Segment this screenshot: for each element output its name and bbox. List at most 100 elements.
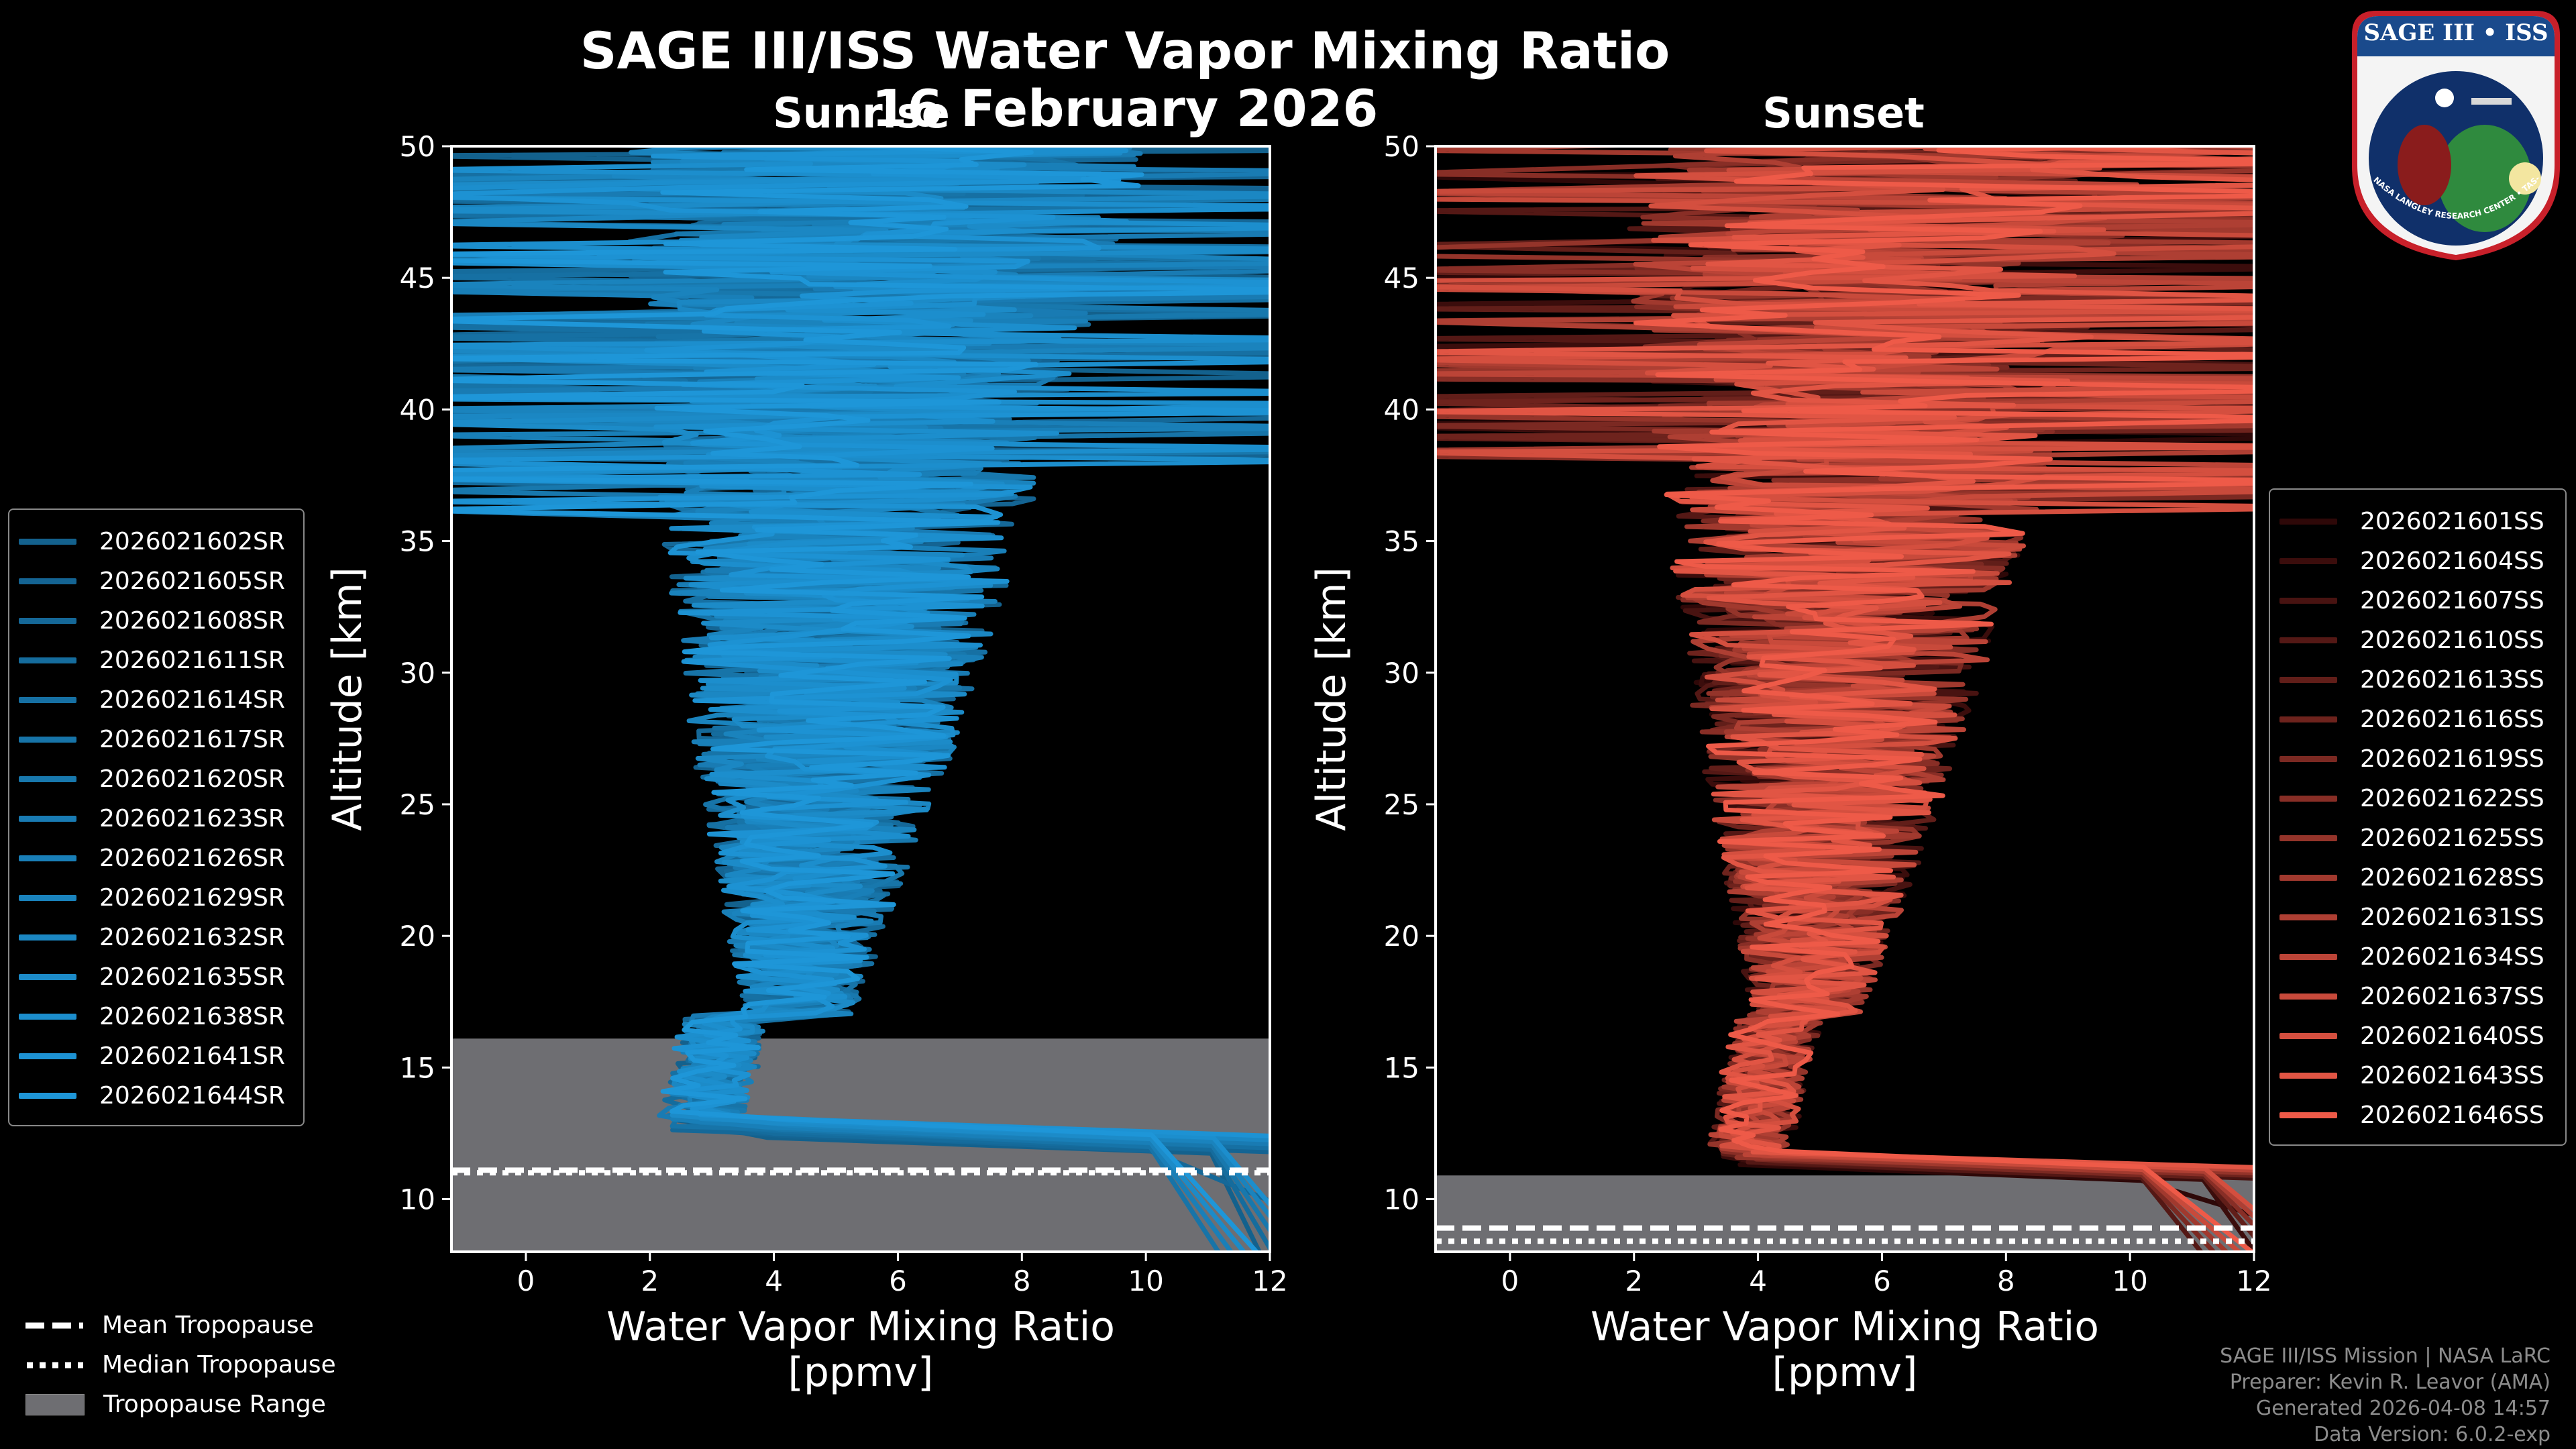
- y-tick-label: 25: [400, 788, 435, 821]
- legend-entry: 2026021605SR: [19, 561, 294, 601]
- legend-label: 2026021601SS: [2360, 508, 2544, 535]
- x-tick-label: 12: [2236, 1265, 2271, 1297]
- figure-title: SAGE III/ISS Water Vapor Mixing Ratio: [580, 21, 1670, 80]
- legend-swatch: [2279, 914, 2337, 920]
- x-tick-label: 8: [1013, 1265, 1031, 1297]
- profile-line-2026021641SR: [451, 146, 1270, 1138]
- legend-mean-tropopause: Mean Tropopause: [25, 1305, 336, 1345]
- y-axis-label: Altitude [km]: [324, 567, 371, 831]
- legend-swatch: [2279, 954, 2337, 960]
- legend-entry: 2026021614SR: [19, 680, 294, 720]
- legend-swatch: [19, 816, 76, 822]
- legend-label: 2026021616SS: [2360, 706, 2544, 733]
- y-tick-label: 35: [400, 525, 435, 558]
- y-tick-label: 45: [1384, 262, 1419, 294]
- y-tick-label: 50: [400, 130, 435, 163]
- legend-label: 2026021638SR: [99, 1003, 285, 1030]
- legend-entry: 2026021628SS: [2279, 858, 2556, 898]
- legend-entry: 2026021638SR: [19, 997, 294, 1036]
- legend-label: 2026021602SR: [99, 528, 285, 555]
- y-tick-label: 40: [400, 393, 435, 426]
- sunrise-legend: 2026021602SR 2026021605SR 2026021608SR 2026…: [8, 508, 305, 1126]
- legend-entry: 2026021616SS: [2279, 700, 2556, 739]
- legend-label: 2026021623SR: [99, 805, 285, 833]
- legend-entry: 2026021631SS: [2279, 898, 2556, 937]
- legend-entry: 2026021625SS: [2279, 818, 2556, 858]
- x-tick-label: 2: [641, 1265, 659, 1297]
- y-tick-label: 10: [400, 1183, 435, 1216]
- legend-label: 2026021617SR: [99, 726, 285, 753]
- legend-swatch: [2279, 1073, 2337, 1079]
- legend-entry: 2026021608SR: [19, 601, 294, 641]
- legend-label: 2026021644SR: [99, 1082, 285, 1110]
- legend-label: 2026021608SR: [99, 607, 285, 635]
- mean-tropopause-label: Mean Tropopause: [102, 1311, 314, 1339]
- x-tick-label: 12: [1252, 1265, 1287, 1297]
- legend-label: 2026021619SS: [2360, 745, 2544, 773]
- x-tick-label: 0: [517, 1265, 535, 1297]
- sunset-panel: 0 2 4 6 8 10 12 10 15 20 25 30 35 40 45 50 Water Vapor M…: [1308, 130, 2272, 1396]
- y-tick-label: 50: [1384, 130, 1419, 163]
- legend-swatch: [19, 1053, 76, 1059]
- y-tick-label: 20: [1384, 920, 1419, 953]
- x-tick-label: 6: [1873, 1265, 1891, 1297]
- legend-label: 2026021637SS: [2360, 983, 2544, 1010]
- credit-generated: Generated 2026-04-08 14:57: [2255, 1397, 2551, 1420]
- legend-entry: 2026021626SR: [19, 839, 294, 878]
- legend-entry: 2026021634SS: [2279, 937, 2556, 977]
- legend-swatch: [19, 934, 76, 941]
- credit-preparer: Preparer: Kevin R. Leavor (AMA): [2229, 1371, 2551, 1394]
- median-tropopause-label: Median Tropopause: [102, 1351, 336, 1379]
- legend-swatch: [2279, 716, 2337, 722]
- legend-entry: 2026021643SS: [2279, 1056, 2556, 1095]
- x-axis-unit: [ppmv]: [1772, 1349, 1918, 1396]
- profile-lines: [1436, 146, 2254, 1252]
- plot-frame: [1434, 145, 2255, 1253]
- y-tick-label: 20: [400, 920, 435, 953]
- legend-entry: 2026021646SS: [2279, 1095, 2556, 1135]
- x-tick-label: 4: [765, 1265, 783, 1297]
- legend-label: 2026021641SR: [99, 1042, 285, 1070]
- range-swatch: [25, 1393, 85, 1415]
- x-tick-label: 8: [1997, 1265, 2015, 1297]
- x-tick-label: 6: [889, 1265, 907, 1297]
- y-tick-label: 35: [1384, 525, 1419, 558]
- legend-swatch: [19, 697, 76, 703]
- plot-frame: [450, 145, 1271, 1253]
- legend-median-tropopause: Median Tropopause: [25, 1345, 336, 1385]
- x-axis-label: Water Vapor Mixing Ratio: [606, 1303, 1115, 1350]
- legend-swatch: [2279, 875, 2337, 881]
- legend-swatch: [19, 1093, 76, 1099]
- legend-entry: 2026021635SR: [19, 957, 294, 997]
- legend-label: 2026021628SS: [2360, 864, 2544, 892]
- x-tick-label: 10: [2112, 1265, 2147, 1297]
- x-tick-label: 4: [1749, 1265, 1767, 1297]
- tropopause-legend: Mean Tropopause Median Tropopause Tropop…: [25, 1305, 336, 1424]
- legend-entry: 2026021604SS: [2279, 541, 2556, 581]
- legend-entry: 2026021601SS: [2279, 502, 2556, 541]
- y-tick-label: 10: [1384, 1183, 1419, 1216]
- legend-label: 2026021646SS: [2360, 1102, 2544, 1129]
- legend-swatch: [2279, 558, 2337, 564]
- sunrise-panel: 0 2 4 6 8 10 12 10 15 20 25 30 35 40 45 50 Water Vapor M…: [324, 130, 1288, 1396]
- legend-label: 2026021625SS: [2360, 824, 2544, 852]
- legend-entry: 2026021641SR: [19, 1036, 294, 1076]
- legend-label: 2026021613SS: [2360, 666, 2544, 694]
- legend-swatch: [2279, 677, 2337, 683]
- legend-swatch: [19, 776, 76, 782]
- legend-label: 2026021635SR: [99, 963, 285, 991]
- x-axis-unit: [ppmv]: [788, 1349, 934, 1396]
- legend-entry: 2026021619SS: [2279, 739, 2556, 779]
- legend-entry: 2026021629SR: [19, 878, 294, 918]
- legend-swatch: [19, 1014, 76, 1020]
- y-tick-label: 45: [400, 262, 435, 294]
- legend-label: 2026021614SR: [99, 686, 285, 714]
- legend-label: 2026021634SS: [2360, 943, 2544, 971]
- legend-label: 2026021632SR: [99, 924, 285, 951]
- legend-entry: 2026021617SR: [19, 720, 294, 759]
- legend-swatch: [19, 618, 76, 624]
- legend-label: 2026021611SR: [99, 647, 285, 674]
- x-tick-label: 2: [1625, 1265, 1643, 1297]
- legend-label: 2026021605SR: [99, 568, 285, 595]
